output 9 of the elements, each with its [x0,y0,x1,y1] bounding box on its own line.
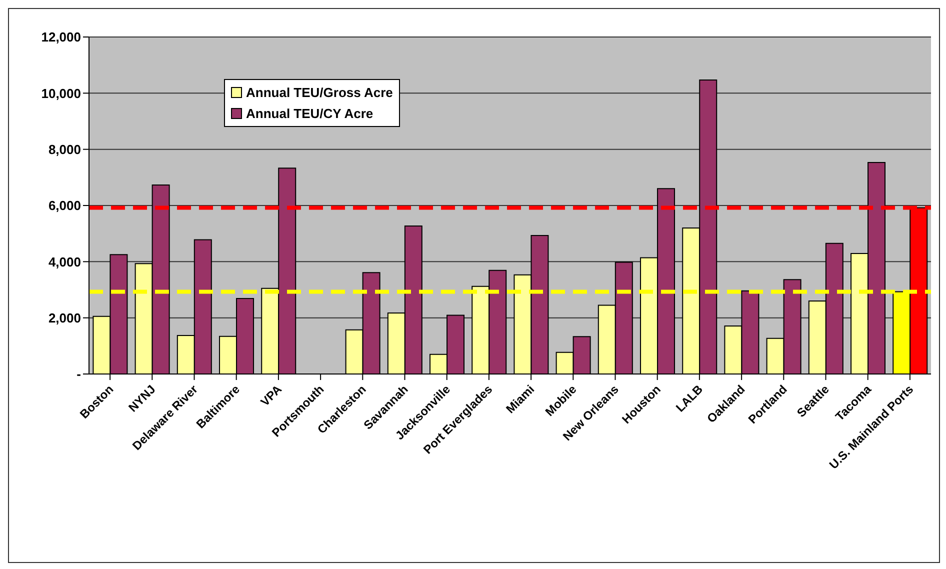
y-tick-label: 12,000 [41,30,81,45]
y-tick-label: - [76,366,81,382]
y-tick-label: 8,000 [48,142,81,157]
legend-label: Annual TEU/CY Acre [246,105,374,123]
y-tick-label: 6,000 [48,198,81,214]
legend-label: Annual TEU/Gross Acre [246,84,393,102]
y-tick-label: 2,000 [48,310,81,326]
y-tick-label: 10,000 [41,86,81,101]
y-tick-label: 4,000 [48,254,81,270]
